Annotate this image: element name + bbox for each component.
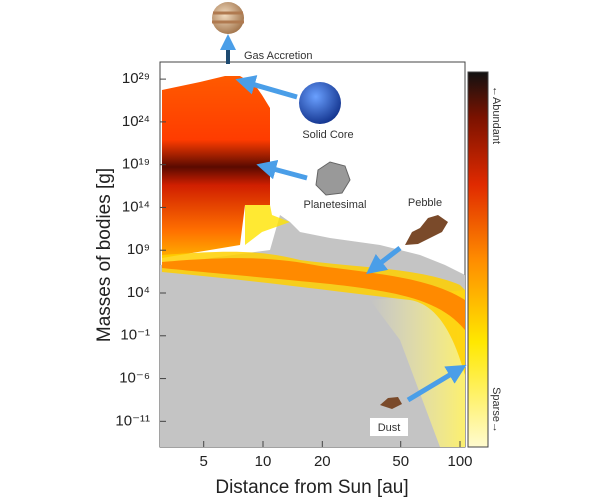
y-tick-label: 10¹⁴ bbox=[122, 198, 150, 215]
dust-label: Dust bbox=[378, 422, 401, 434]
y-axis-label: Masses of bodies [g] bbox=[94, 168, 115, 342]
x-axis-label: Distance from Sun [au] bbox=[215, 477, 408, 498]
colorbar-bottom-label: Sparse→ bbox=[490, 387, 502, 433]
y-tick-label: 10¹⁹ bbox=[122, 156, 150, 173]
pebble-label: Pebble bbox=[408, 197, 442, 209]
y-tick-label: 10⁹ bbox=[127, 241, 150, 258]
core-arrow bbox=[235, 75, 298, 100]
y-tick-label: 10²⁹ bbox=[122, 70, 150, 87]
neptune-icon bbox=[299, 82, 341, 124]
y-tick-label: 10⁻⁶ bbox=[119, 370, 150, 387]
colorbar bbox=[467, 71, 489, 448]
planetesimal-label: Planetesimal bbox=[304, 199, 367, 211]
solid-core-label: Solid Core bbox=[302, 129, 353, 141]
x-tick-label: 100 bbox=[447, 453, 472, 470]
jupiter-icon bbox=[212, 2, 244, 34]
transition bbox=[245, 205, 290, 245]
sparse-region bbox=[370, 290, 465, 447]
pebble-band-core bbox=[162, 258, 465, 330]
dust-label-box bbox=[370, 418, 408, 436]
jupiter-bands bbox=[212, 11, 244, 24]
asteroid-icon bbox=[315, 161, 351, 196]
dust-arrow bbox=[406, 364, 467, 403]
x-tick-label: 50 bbox=[392, 453, 409, 470]
planetesimal-arrow bbox=[256, 159, 308, 181]
dust-icon bbox=[380, 397, 402, 409]
colorbar-top-label: ←Abundant bbox=[490, 86, 502, 144]
x-tick-label: 5 bbox=[200, 453, 208, 470]
pebble-arrow bbox=[366, 246, 402, 275]
abundance-block bbox=[162, 76, 270, 258]
y-tick-label: 10⁴ bbox=[127, 284, 150, 301]
x-tick-label: 10 bbox=[255, 453, 272, 470]
y-tick-label: 10²⁴ bbox=[122, 113, 150, 130]
gas-accretion-label: Gas Accretion bbox=[244, 50, 312, 62]
x-tick-label: 20 bbox=[314, 453, 331, 470]
y-tick-label: 10⁻¹ bbox=[120, 327, 150, 344]
y-tick-label: 10⁻¹¹ bbox=[115, 412, 150, 429]
pebble-icon bbox=[405, 215, 448, 245]
